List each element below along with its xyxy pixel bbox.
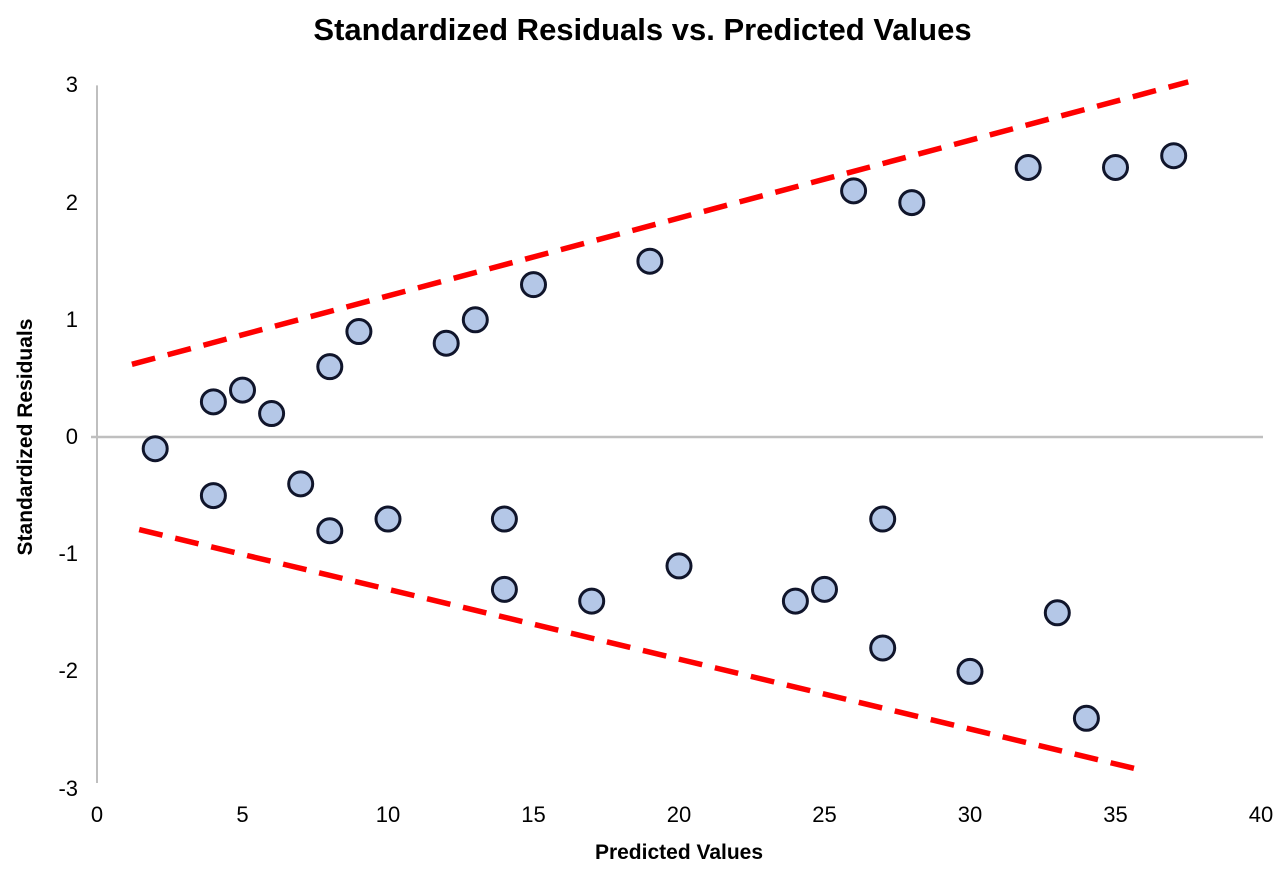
data-point bbox=[141, 435, 169, 463]
x-tick-label: 5 bbox=[236, 802, 249, 827]
data-point bbox=[432, 329, 460, 357]
y-tick-label: -3 bbox=[58, 775, 78, 801]
data-point bbox=[461, 306, 489, 334]
y-tick-label: 3 bbox=[65, 72, 78, 98]
data-point bbox=[374, 505, 402, 533]
data-point bbox=[199, 388, 227, 416]
data-point bbox=[1072, 704, 1100, 732]
x-tick-label: 30 bbox=[957, 802, 983, 827]
data-point bbox=[1043, 599, 1071, 627]
data-point bbox=[811, 575, 838, 603]
x-tick-label: 20 bbox=[666, 802, 692, 827]
x-tick-label: 35 bbox=[1103, 802, 1128, 827]
data-point bbox=[520, 271, 547, 299]
x-axis-title: Predicted Values bbox=[594, 841, 764, 864]
x-tick-label: 25 bbox=[812, 802, 837, 827]
data-point bbox=[578, 587, 606, 615]
data-point bbox=[258, 400, 286, 428]
data-point bbox=[490, 575, 518, 603]
x-tick-label: 40 bbox=[1248, 802, 1274, 827]
data-point bbox=[287, 470, 315, 498]
data-point bbox=[1014, 153, 1042, 181]
x-tick-label: 15 bbox=[521, 802, 546, 827]
y-tick-label: 0 bbox=[65, 424, 78, 449]
data-point bbox=[898, 189, 926, 217]
data-point bbox=[316, 517, 344, 545]
x-tick-label: 10 bbox=[375, 802, 401, 827]
data-point bbox=[636, 247, 664, 275]
data-point bbox=[665, 552, 693, 580]
data-point bbox=[229, 376, 256, 404]
data-point bbox=[199, 482, 227, 510]
y-tick-label: -2 bbox=[58, 658, 78, 684]
data-point bbox=[869, 634, 897, 662]
data-point bbox=[781, 587, 809, 615]
data-point bbox=[1160, 142, 1188, 170]
data-point bbox=[1102, 153, 1129, 181]
data-point bbox=[345, 318, 373, 346]
upper-funnel-boundary bbox=[131, 79, 1189, 367]
data-point bbox=[869, 505, 897, 533]
data-point bbox=[316, 353, 344, 381]
data-point bbox=[490, 505, 518, 533]
y-tick-label: 1 bbox=[65, 306, 78, 332]
data-point bbox=[840, 177, 868, 205]
lower-funnel-boundary bbox=[138, 526, 1141, 773]
x-tick-label: 0 bbox=[90, 802, 104, 827]
y-tick-label: 2 bbox=[65, 189, 78, 215]
y-tick-label: -1 bbox=[58, 541, 78, 567]
chart-title: Standardized Residuals vs. Predicted Val… bbox=[313, 12, 972, 47]
data-point bbox=[956, 657, 984, 685]
